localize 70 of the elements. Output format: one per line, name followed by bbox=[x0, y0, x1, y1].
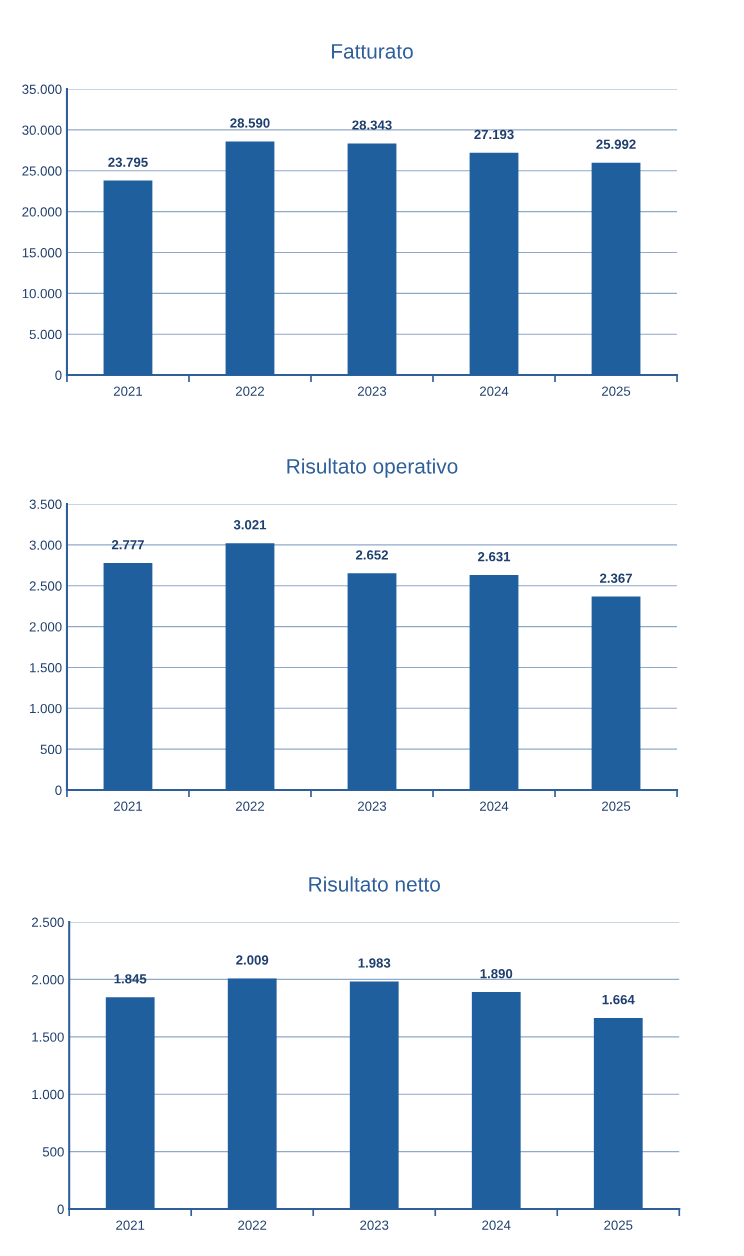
y-tick-label: 500 bbox=[42, 1147, 64, 1157]
y-tick-label: 1.000 bbox=[30, 703, 62, 714]
data-label: 1.664 bbox=[602, 994, 635, 1005]
y-tick-label: 35.000 bbox=[22, 84, 62, 94]
y-tick-label: 3.500 bbox=[29, 499, 62, 509]
y-tick-label: 2.500 bbox=[31, 917, 64, 927]
bar bbox=[591, 162, 641, 376]
y-tick-label: 500 bbox=[40, 744, 62, 755]
y-tick-label: 1.000 bbox=[32, 1089, 64, 1100]
y-tick-label: 5.000 bbox=[29, 329, 62, 340]
data-label: 23.795 bbox=[108, 157, 148, 167]
x-tick-label: 2023 bbox=[357, 386, 387, 396]
bar bbox=[103, 180, 153, 376]
data-label: 2.009 bbox=[236, 955, 269, 965]
bar bbox=[347, 143, 397, 376]
bar bbox=[227, 978, 277, 1210]
data-label: 2.631 bbox=[477, 551, 511, 562]
bar bbox=[591, 596, 641, 791]
x-tick-label: 2024 bbox=[480, 801, 509, 811]
x-tick-label: 2022 bbox=[235, 386, 264, 396]
y-tick-label: 10.000 bbox=[22, 288, 62, 299]
data-label: 27.193 bbox=[474, 129, 514, 140]
x-tick-label: 2024 bbox=[482, 1220, 511, 1230]
data-label: 28.590 bbox=[230, 118, 270, 128]
y-tick-label: 25.000 bbox=[22, 166, 62, 176]
bar bbox=[469, 575, 519, 791]
bar bbox=[225, 543, 275, 791]
y-tick-label: 2.000 bbox=[31, 975, 64, 985]
y-tick-label: 1.500 bbox=[30, 663, 62, 673]
bar bbox=[347, 573, 397, 791]
y-tick-label: 2.000 bbox=[29, 622, 62, 632]
data-label: 2.652 bbox=[355, 550, 388, 560]
data-label: 1.890 bbox=[480, 968, 513, 979]
y-tick-label: 20.000 bbox=[22, 207, 62, 217]
y-tick-label: 3.000 bbox=[29, 540, 62, 550]
chart-title: Risultato operativo bbox=[287, 458, 458, 478]
y-tick-label: 0 bbox=[57, 1204, 64, 1214]
x-tick-label: 2021 bbox=[113, 801, 142, 811]
y-tick-label: 2.500 bbox=[29, 581, 62, 591]
bar bbox=[103, 563, 153, 791]
data-label: 2.367 bbox=[599, 573, 632, 583]
data-label: 1.983 bbox=[358, 958, 391, 968]
y-tick-label: 30.000 bbox=[22, 125, 62, 135]
y-tick-label: 0 bbox=[55, 785, 62, 795]
x-tick-label: 2021 bbox=[113, 386, 142, 396]
bar bbox=[349, 981, 399, 1210]
x-tick-label: 2025 bbox=[602, 801, 631, 811]
bar bbox=[471, 992, 521, 1210]
x-tick-label: 2025 bbox=[602, 386, 631, 396]
bar bbox=[469, 152, 519, 376]
x-tick-label: 2024 bbox=[480, 386, 509, 396]
x-tick-label: 2021 bbox=[116, 1220, 145, 1230]
x-tick-label: 2025 bbox=[604, 1220, 633, 1230]
chart-title: Risultato netto bbox=[309, 876, 440, 892]
x-tick-label: 2023 bbox=[360, 1220, 389, 1230]
x-tick-label: 2023 bbox=[357, 801, 387, 811]
chart-title: Fatturato bbox=[332, 44, 413, 59]
data-label: 3.021 bbox=[233, 520, 267, 530]
x-tick-label: 2022 bbox=[238, 1220, 267, 1230]
data-label: 28.343 bbox=[352, 120, 392, 130]
data-label: 1.845 bbox=[114, 974, 147, 984]
y-tick-label: 1.500 bbox=[32, 1032, 64, 1042]
bar bbox=[105, 997, 155, 1210]
data-label: 2.777 bbox=[111, 540, 144, 550]
y-tick-label: 0 bbox=[55, 370, 62, 380]
bar bbox=[593, 1018, 643, 1210]
bar bbox=[225, 141, 275, 376]
y-tick-label: 15.000 bbox=[22, 248, 62, 258]
x-tick-label: 2022 bbox=[235, 801, 264, 811]
data-label: 25.992 bbox=[596, 139, 636, 149]
